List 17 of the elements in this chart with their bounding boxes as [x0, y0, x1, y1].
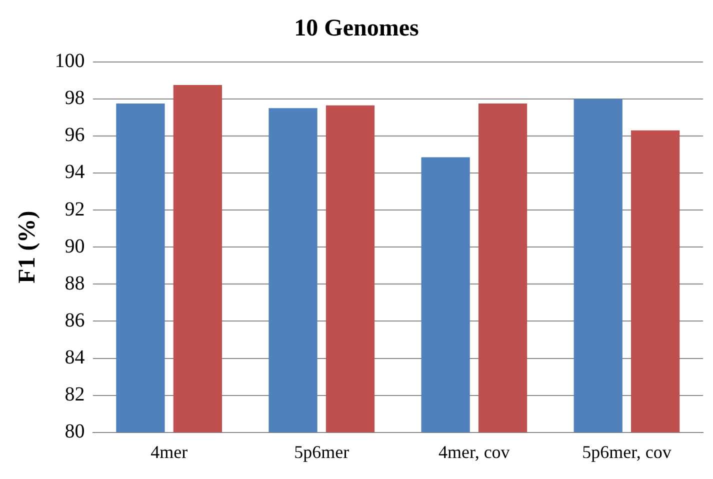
chart-title: 10 Genomes	[294, 16, 419, 42]
y-tick-label: 100	[54, 50, 85, 72]
y-tick-label: 98	[64, 87, 85, 110]
y-tick-label: 90	[64, 235, 85, 258]
y-tick-label: 86	[64, 309, 85, 332]
x-tick-label: 4mer	[150, 442, 188, 462]
y-tick-label: 92	[64, 198, 85, 220]
y-tick-label: 88	[64, 272, 85, 294]
x-tick-label: 4mer, cov	[438, 442, 510, 462]
x-tick-label: 5p6mer	[294, 442, 350, 462]
y-tick-label: 80	[64, 420, 85, 443]
x-tick-label: 5p6mer, cov	[582, 442, 672, 462]
y-tick-label: 84	[64, 346, 85, 369]
y-axis-title: F1 (%)	[14, 210, 41, 284]
y-tick-label: 82	[64, 384, 85, 406]
y-tick-label: 96	[64, 124, 85, 146]
y-tick-label: 94	[64, 161, 85, 184]
